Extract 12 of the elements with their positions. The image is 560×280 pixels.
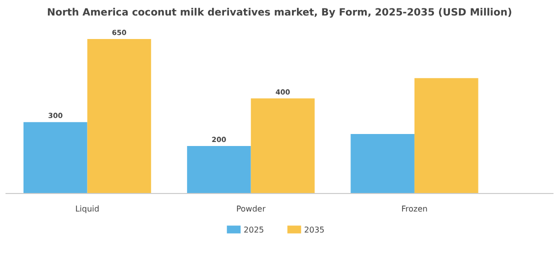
chart-title: North America coconut milk derivatives market, By Form, 2025-2035 (USD Million) <box>46 8 512 18</box>
legend-label: 2025 <box>244 226 264 234</box>
x-tick-label: Frozen <box>401 204 428 214</box>
legend-label: 2035 <box>304 226 325 234</box>
bar <box>187 146 251 194</box>
bar <box>23 122 88 194</box>
bar <box>350 134 414 194</box>
x-tick-label: Powder <box>236 204 266 214</box>
bar <box>414 78 478 194</box>
bar <box>87 38 152 194</box>
x-tick-label: Liquid <box>75 204 100 214</box>
bar <box>250 98 315 194</box>
